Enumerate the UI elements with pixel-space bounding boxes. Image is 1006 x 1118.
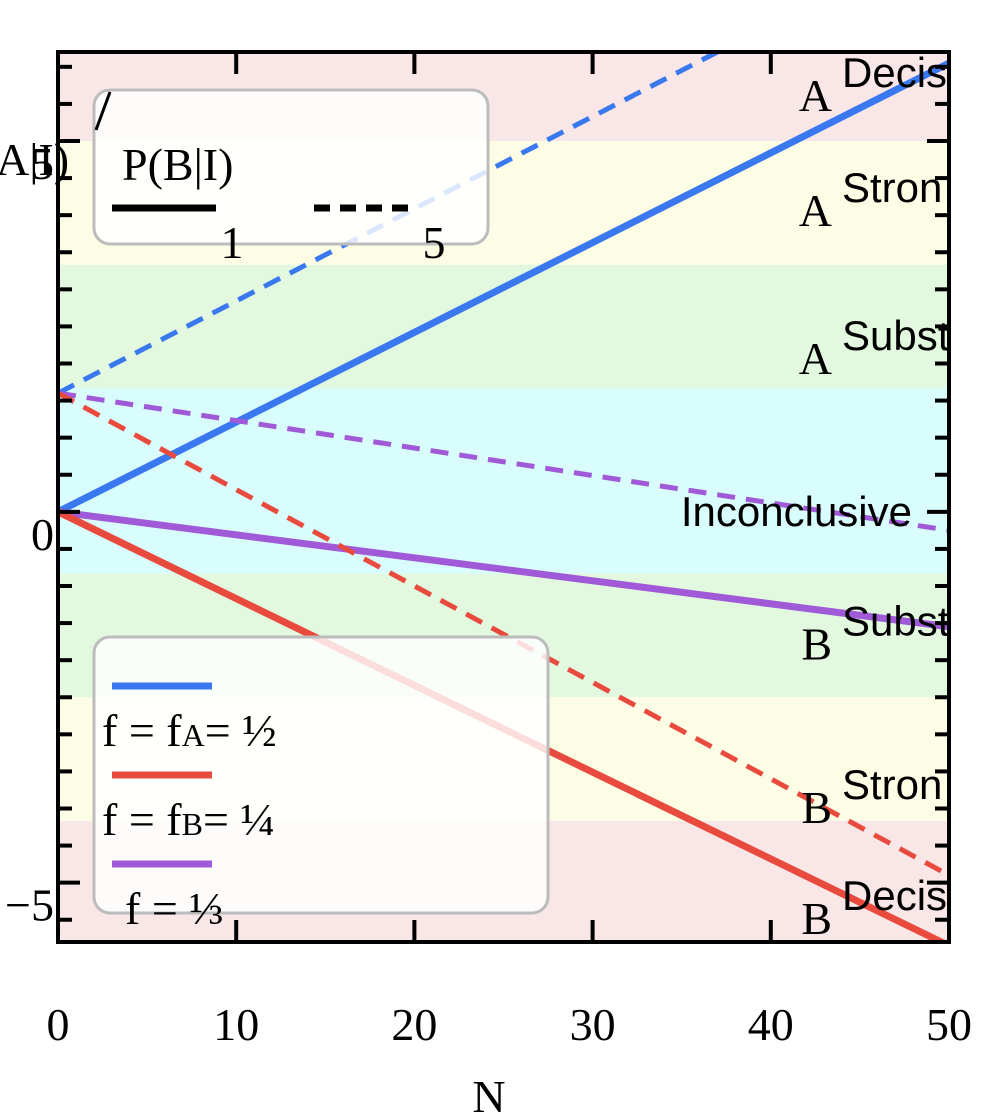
- band-label-sub-5: B: [801, 782, 832, 833]
- legend-f-label-2: f = ⅓: [102, 883, 224, 934]
- x-tick-label-5: 50: [926, 999, 972, 1050]
- band-label-sub-2: A: [799, 333, 832, 384]
- tick-labels: 0 10 20 30 40 50 −5 0 5 N A|I): [0, 91, 972, 1118]
- legend-f-label-1: f = fB= ¼: [102, 794, 275, 845]
- band-label-4: Substar: [842, 598, 987, 645]
- x-tick-label-0: 0: [47, 999, 70, 1050]
- band-label-5: Stron: [842, 761, 942, 808]
- band-label-sub-1: A: [799, 185, 832, 236]
- band-3: [58, 388, 949, 574]
- y-axis-label-slash: [94, 91, 112, 131]
- band-label-sub-6: B: [801, 893, 832, 944]
- legend-f-label-0: f = fA= ½: [102, 705, 277, 756]
- y-axis-label-partial: A|I): [0, 134, 69, 185]
- band-label-0: Decisi: [842, 49, 956, 96]
- band-label-3: Inconclusive: [681, 488, 912, 535]
- band-label-6: Decisi: [842, 872, 956, 919]
- band-label-1: Stron: [842, 164, 942, 211]
- legend-ratio-title: P(B|I): [122, 139, 233, 190]
- plot-frame: [56, 50, 951, 944]
- legend-f: f = fA= ½ f = fB= ¼ f = ⅓: [92, 635, 550, 934]
- series-line-1: [58, 52, 719, 396]
- x-tick-label-1: 10: [213, 999, 259, 1050]
- y-tick-label-2: 5: [31, 138, 54, 189]
- x-tick-label-3: 30: [570, 999, 616, 1050]
- legend-ratio: P(B|I) 1 5: [92, 88, 490, 268]
- x-tick-label-4: 40: [748, 999, 794, 1050]
- y-tick-label-1: 0: [31, 509, 54, 560]
- legend-ratio-label-1: 5: [423, 217, 446, 268]
- band-label-2: Substar: [842, 312, 987, 359]
- x-tick-label-2: 20: [391, 999, 437, 1050]
- series-line-0: [58, 59, 949, 515]
- legend-ratio-label-0: 1: [221, 217, 244, 268]
- series-line-5: [58, 390, 949, 878]
- band-label-sub-0: A: [799, 70, 832, 121]
- x-axis-label: N: [472, 1071, 505, 1118]
- band-label-sub-4: B: [801, 619, 832, 670]
- series-line-2: [58, 508, 949, 631]
- legend-f-box: [92, 635, 550, 915]
- series-line-3: [58, 390, 949, 533]
- y-tick-label-0: −5: [5, 880, 54, 931]
- axis-ticks: [56, 52, 951, 942]
